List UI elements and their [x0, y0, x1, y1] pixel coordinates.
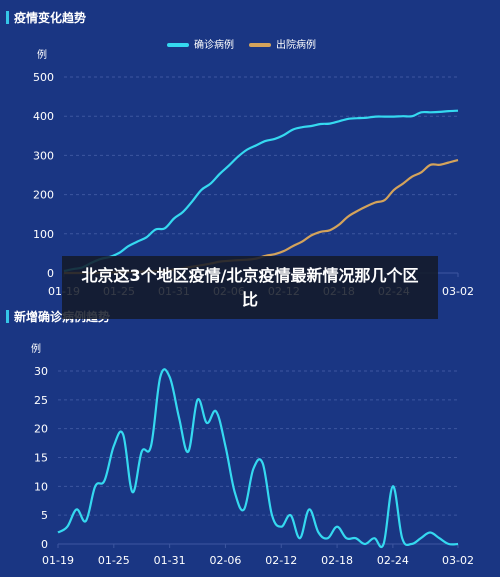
y-tick-label: 100 — [33, 228, 54, 241]
title-accent — [6, 11, 9, 24]
series-line-confirmed — [63, 109, 459, 273]
y-tick-label: 30 — [34, 365, 48, 378]
trend-panel: 疫情变化趋势 — [6, 11, 87, 25]
x-tick-label: 01-25 — [98, 554, 130, 567]
title-accent — [6, 310, 9, 323]
x-tick-label: 02-18 — [321, 554, 353, 567]
y-unit-label: 例 — [37, 48, 47, 61]
x-tick-label: 03-02 — [442, 554, 474, 567]
y-tick-label: 5 — [41, 509, 48, 522]
y-tick-label: 20 — [34, 423, 48, 436]
legend-swatch — [167, 43, 189, 47]
series-line-daily-new — [57, 368, 459, 549]
legend-label: 确诊病例 — [194, 38, 234, 51]
y-tick-label: 25 — [34, 394, 48, 407]
y-tick-label: 10 — [34, 480, 48, 493]
legend-label: 出院病例 — [276, 38, 316, 51]
y-tick-label: 0 — [47, 267, 54, 280]
legend-swatch — [249, 43, 271, 47]
headline-overlay: 北京这3个地区疫情/北京疫情最新情况那几个区比 — [62, 256, 438, 319]
x-tick-label: 03-02 — [442, 285, 474, 298]
x-tick-label: 01-31 — [154, 554, 186, 567]
headline-text: 北京这3个地区疫情/北京疫情最新情况那几个区比 — [81, 265, 419, 309]
y-tick-label: 200 — [33, 189, 54, 202]
x-tick-label: 02-12 — [265, 554, 297, 567]
x-tick-label: 01-19 — [42, 554, 74, 567]
x-tick-label: 02-24 — [377, 554, 409, 567]
y-unit-label: 例 — [31, 342, 41, 355]
y-tick-label: 500 — [33, 71, 54, 84]
y-tick-label: 15 — [34, 452, 48, 465]
y-tick-label: 400 — [33, 110, 54, 123]
y-tick-label: 0 — [41, 538, 48, 551]
x-tick-label: 02-06 — [209, 554, 241, 567]
y-tick-label: 300 — [33, 149, 54, 162]
trend-chart-title: 疫情变化趋势 — [14, 11, 87, 25]
